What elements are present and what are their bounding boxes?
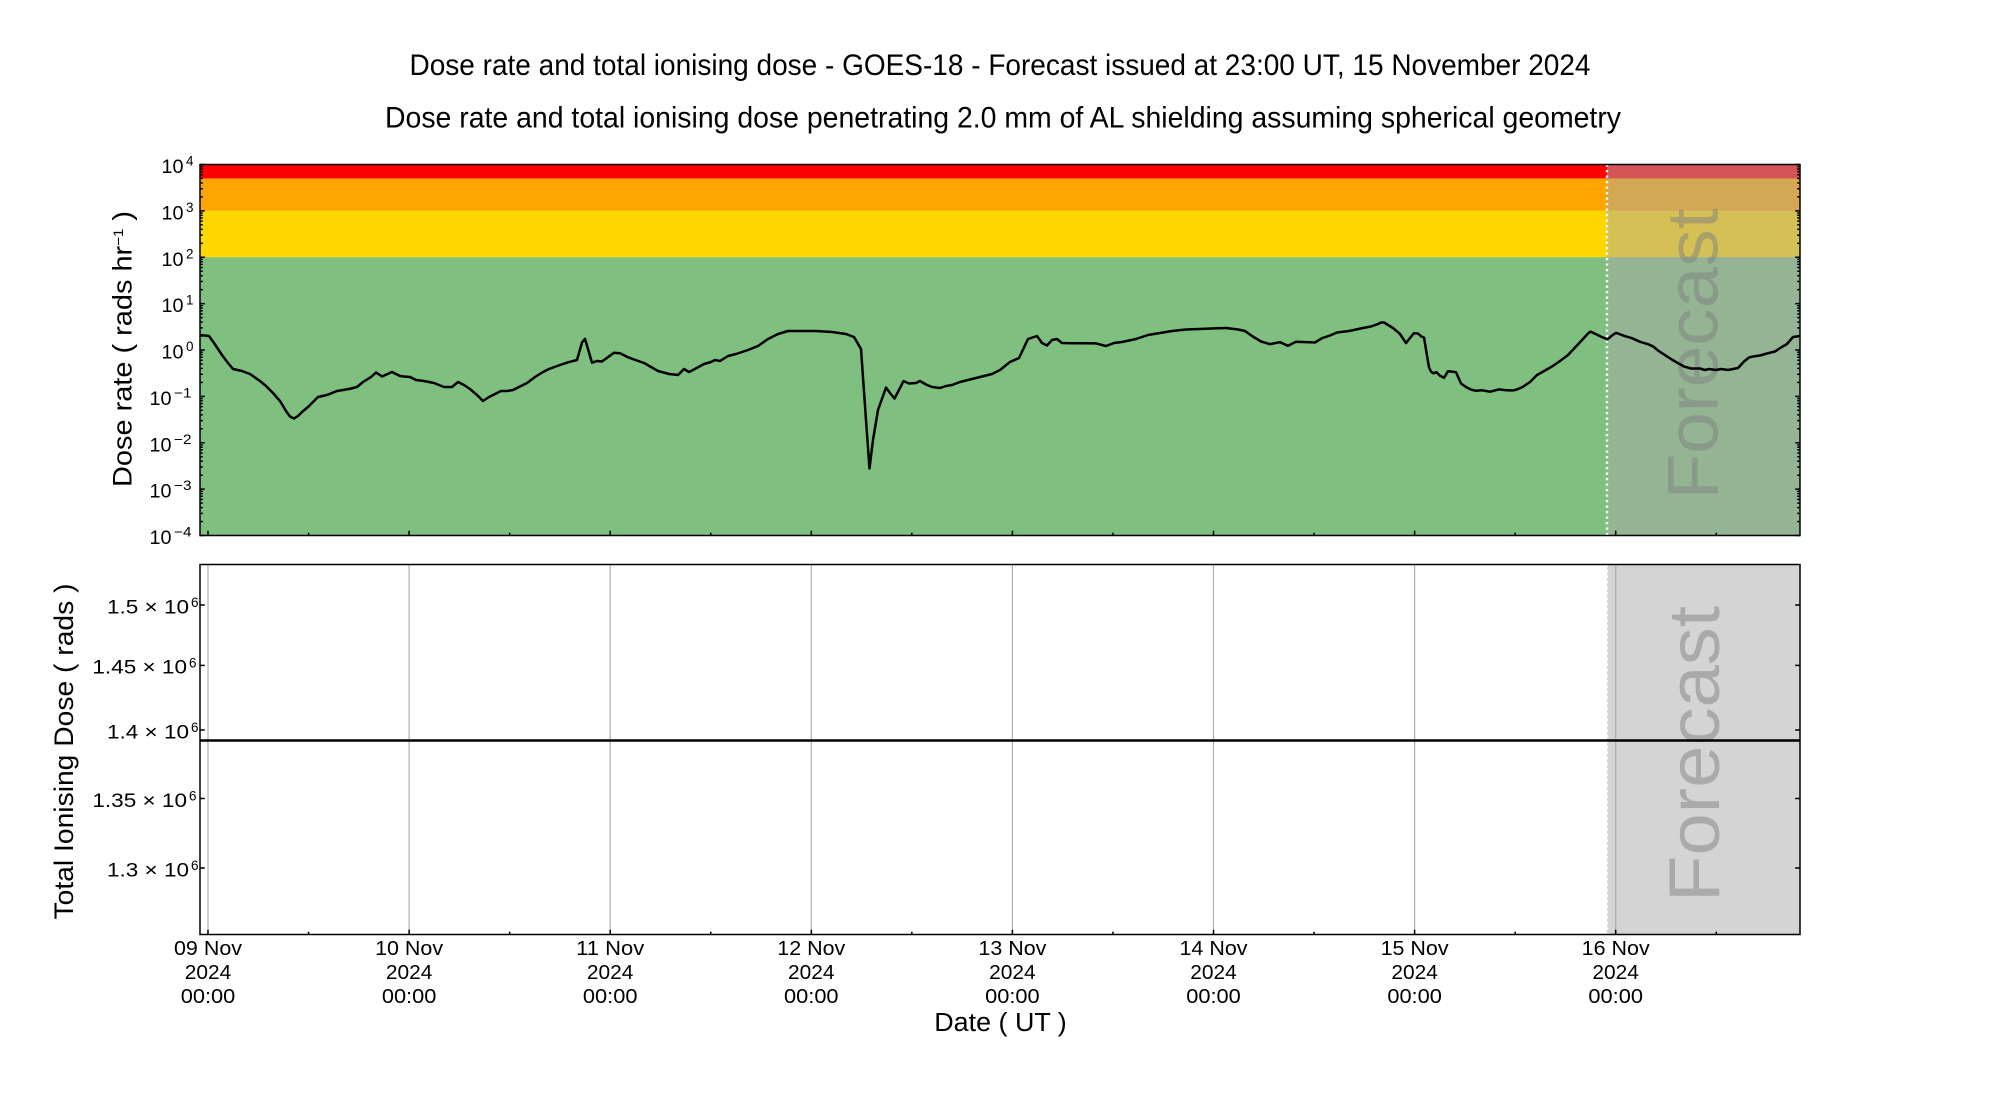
svg-text:1.4 × 106: 1.4 × 10 6	[107, 720, 199, 743]
svg-text:00:00: 00:00	[784, 986, 839, 1008]
svg-text:2024: 2024	[989, 962, 1036, 984]
svg-text:Dose rate and total ionising d: Dose rate and total ionising dose - GOES…	[410, 49, 1591, 82]
svg-text:00:00: 00:00	[382, 986, 437, 1008]
svg-text:10−2: 10 −2	[150, 432, 192, 457]
svg-text:2024: 2024	[1391, 962, 1438, 984]
svg-text:00:00: 00:00	[1387, 986, 1442, 1008]
svg-text:00:00: 00:00	[181, 986, 236, 1008]
svg-text:104: 10 4	[162, 154, 194, 179]
svg-text:00:00: 00:00	[1186, 986, 1241, 1008]
svg-text:Forecast: Forecast	[1655, 606, 1735, 902]
svg-text:10−1: 10 −1	[150, 385, 192, 410]
svg-text:15 Nov: 15 Nov	[1381, 938, 1449, 960]
svg-text:16 Nov: 16 Nov	[1582, 938, 1650, 960]
svg-text:Dose rate and total ionising d: Dose rate and total ionising dose penetr…	[385, 102, 1621, 135]
svg-text:00:00: 00:00	[583, 986, 638, 1008]
svg-text:14 Nov: 14 Nov	[1180, 938, 1248, 960]
svg-text:09 Nov: 09 Nov	[174, 938, 242, 960]
svg-text:2024: 2024	[185, 962, 232, 984]
svg-text:Date ( UT ): Date ( UT )	[934, 1009, 1067, 1037]
svg-text:13 Nov: 13 Nov	[978, 938, 1046, 960]
svg-text:1.5 × 106: 1.5 × 10 6	[107, 595, 199, 618]
svg-text:Dose rate ( rads hr−1 ): Dose rate ( rads hr−1 )	[108, 211, 138, 487]
svg-text:10−4: 10 −4	[150, 525, 193, 550]
svg-text:2024: 2024	[788, 962, 835, 984]
svg-text:11 Nov: 11 Nov	[576, 938, 644, 960]
svg-text:102: 10 2	[162, 246, 194, 271]
svg-text:Total Ionising Dose ( rads ): Total Ionising Dose ( rads )	[49, 584, 79, 920]
svg-text:101: 10 1	[162, 293, 194, 318]
svg-text:100: 10 0	[162, 339, 194, 364]
svg-text:2024: 2024	[386, 962, 433, 984]
svg-text:1.35 × 106: 1.35 × 10 6	[92, 789, 196, 812]
svg-text:00:00: 00:00	[985, 986, 1040, 1008]
svg-text:1.45 × 106: 1.45 × 10 6	[92, 655, 196, 678]
svg-text:Forecast: Forecast	[1654, 209, 1734, 500]
svg-text:00:00: 00:00	[1588, 986, 1643, 1008]
svg-text:10−3: 10 −3	[150, 478, 192, 503]
svg-text:103: 10 3	[162, 200, 194, 225]
svg-text:10 Nov: 10 Nov	[375, 938, 443, 960]
svg-text:2024: 2024	[587, 962, 634, 984]
svg-text:2024: 2024	[1190, 962, 1237, 984]
svg-text:12 Nov: 12 Nov	[777, 938, 845, 960]
svg-text:1.3 × 106: 1.3 × 10 6	[107, 858, 199, 881]
svg-text:2024: 2024	[1592, 962, 1639, 984]
